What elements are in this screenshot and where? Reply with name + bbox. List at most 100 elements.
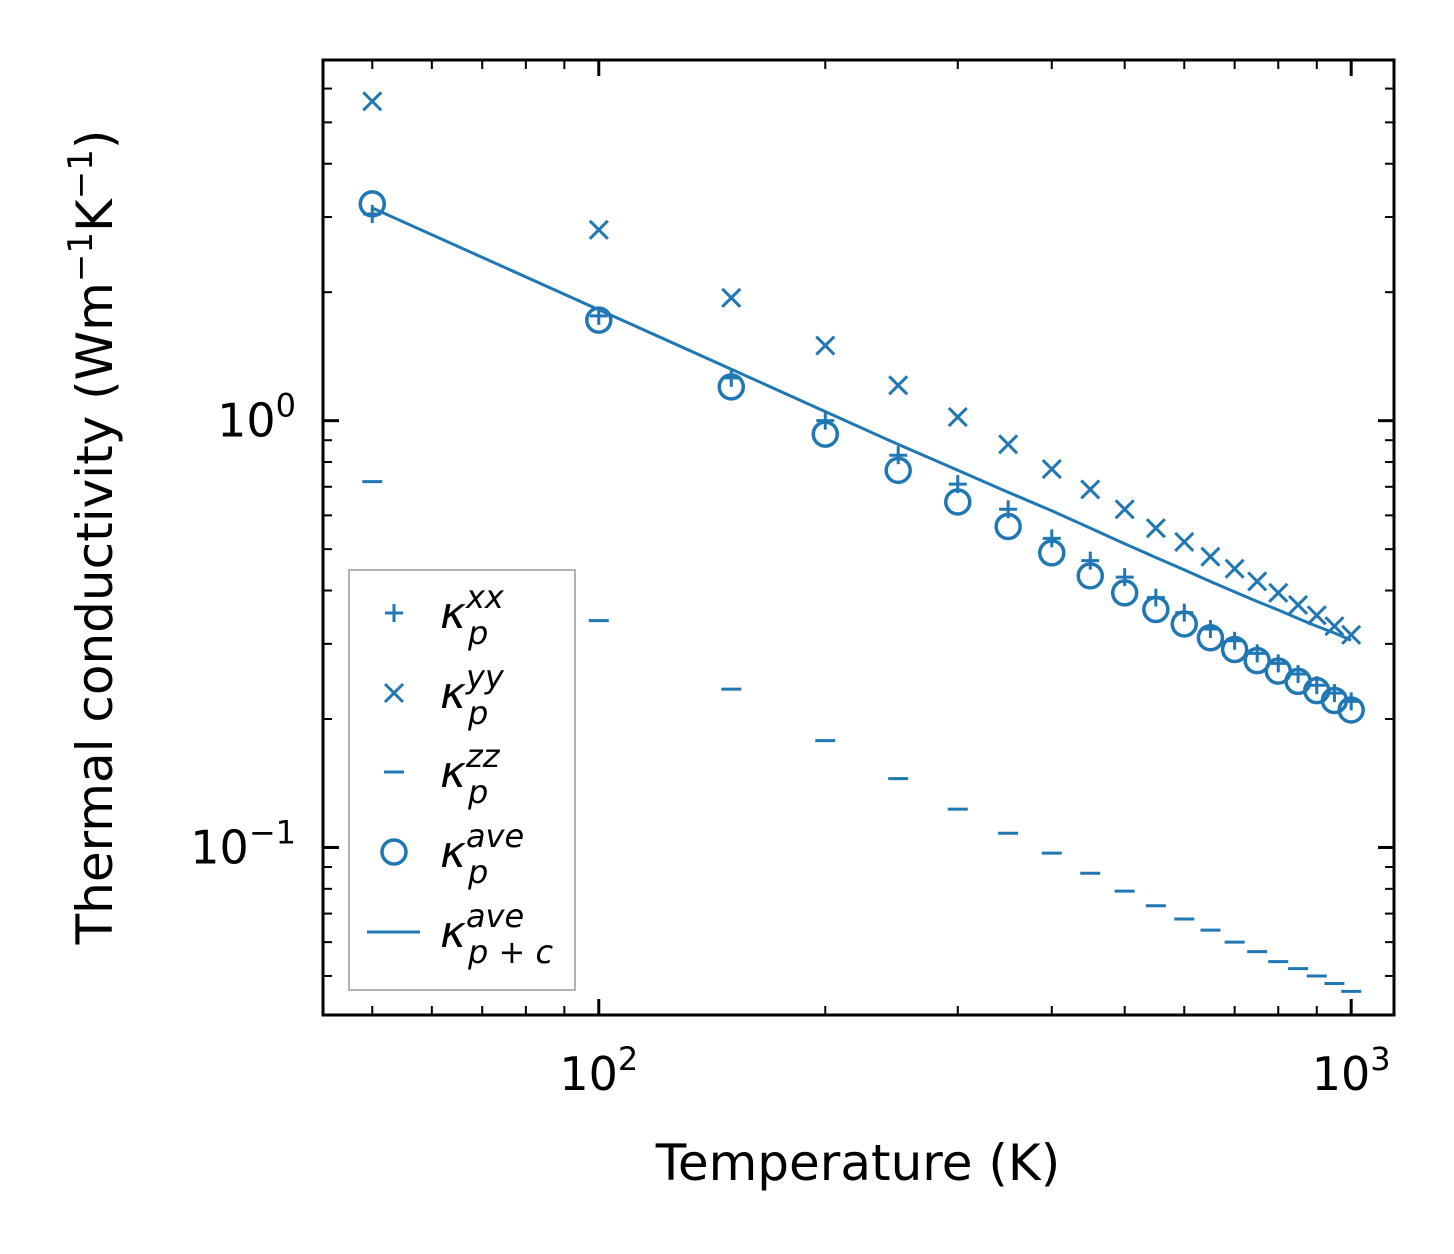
x-stroke-b — [1306, 605, 1327, 626]
x-tick-label-base: 10 — [1312, 1047, 1371, 1101]
point-kappa-ave — [1110, 579, 1139, 607]
legend-markers — [367, 604, 420, 934]
x-tick-label: 103 — [1312, 1040, 1391, 1101]
x-stroke-b — [1288, 594, 1309, 616]
y-axis-title-exp1: −1 — [61, 232, 101, 282]
x-stroke-b — [1114, 499, 1135, 520]
point-kappa-ave — [1142, 595, 1170, 624]
point-kappa-yy — [1080, 479, 1101, 500]
series-line — [371, 206, 1352, 642]
point-kappa-xx — [1042, 529, 1061, 548]
legend-label-symbol: κ — [440, 907, 466, 958]
series-hline — [362, 480, 1362, 993]
point-kappa-ave — [1337, 696, 1365, 724]
legend-marker-x — [383, 682, 405, 704]
legend-label: κave p — [440, 817, 524, 891]
legend-marker-circle — [380, 838, 408, 866]
y-tick-label-base: 10 — [217, 394, 276, 448]
y-tick-label: 10−1 — [190, 813, 296, 874]
point-kappa-yy — [588, 219, 609, 240]
x-stroke-b — [888, 375, 909, 396]
x-stroke-b — [1341, 624, 1362, 645]
point-kappa-yy — [1200, 546, 1221, 567]
series-x — [362, 91, 1362, 645]
point-kappa-yy — [362, 91, 383, 112]
series-layer — [358, 91, 1365, 993]
x-stroke-b — [1080, 479, 1101, 500]
legend-label-sub: p — [467, 773, 488, 811]
legend-label-symbol: κ — [440, 827, 466, 878]
x-stroke-b — [1174, 531, 1195, 552]
x-stroke-b — [1247, 571, 1268, 592]
legend-label-sub: p — [467, 694, 488, 732]
point-kappa-ave — [358, 190, 387, 218]
y-axis-title-end: ) — [66, 130, 124, 150]
point-kappa-ave — [1243, 646, 1271, 675]
legend-label-symbol: κ — [440, 747, 466, 798]
y-axis-title-exp2: −1 — [61, 149, 101, 199]
x-tick-label-exp: 2 — [618, 1040, 638, 1078]
legend-label-sub: p + c — [467, 933, 553, 971]
x-tick-label: 102 — [559, 1040, 638, 1101]
legend-label-symbol: κ — [440, 668, 466, 719]
x-stroke-b — [1224, 558, 1245, 579]
legend-label: κyy p — [440, 658, 505, 732]
point-kappa-yy — [1174, 531, 1195, 552]
plot-frame — [321, 58, 1396, 1017]
x-stroke-b — [947, 406, 968, 428]
legend-label-sup: yy — [465, 658, 505, 696]
line-kappa-p-plus-c-ave — [371, 206, 1352, 642]
x-tick-label-exp: 3 — [1370, 1040, 1390, 1078]
x-stroke-b — [1268, 582, 1289, 603]
x-stroke-b — [588, 219, 609, 240]
x-stroke-b — [1041, 459, 1062, 480]
legend-label-sup: zz — [465, 737, 501, 775]
x-tick-label-base: 10 — [559, 1047, 618, 1101]
point-kappa-ave — [944, 488, 972, 516]
legend-label-sup: xx — [465, 578, 505, 616]
legend-label-sub: p — [467, 853, 488, 891]
x-stroke-b — [362, 91, 383, 112]
point-kappa-ave — [811, 420, 840, 448]
x-stroke-b — [998, 434, 1019, 455]
point-kappa-ave — [717, 373, 746, 401]
x-stroke-b — [1145, 518, 1166, 539]
point-kappa-ave — [1038, 539, 1066, 567]
point-kappa-ave — [1220, 635, 1249, 664]
point-kappa-yy — [1288, 594, 1309, 616]
point-kappa-yy — [1306, 605, 1327, 626]
point-kappa-yy — [1268, 582, 1289, 603]
point-kappa-yy — [1247, 571, 1268, 592]
point-kappa-yy — [815, 335, 836, 356]
y-axis-title-base: Thermal conductivity (Wm — [66, 282, 124, 945]
point-kappa-yy — [1224, 558, 1245, 579]
point-kappa-ave — [884, 456, 912, 485]
point-kappa-yy — [1341, 624, 1362, 645]
major-ticks — [323, 60, 1394, 1015]
x-stroke-b — [721, 287, 742, 308]
y-tick-label-base: 10 — [190, 820, 249, 874]
point-kappa-xx — [1115, 568, 1134, 587]
x-stroke-b — [815, 335, 836, 356]
point-kappa-yy — [947, 406, 968, 428]
point-kappa-ave — [1076, 562, 1105, 590]
legend-label: κxx p — [440, 578, 505, 652]
y-tick-label-exp: 0 — [276, 387, 296, 425]
point-kappa-ave — [1196, 624, 1225, 652]
y-axis-title-mid: K — [66, 198, 124, 232]
point-kappa-yy — [1041, 459, 1062, 480]
x-stroke-b — [1200, 546, 1221, 567]
legend-label: κzz p — [440, 737, 501, 811]
y-tick-label-exp: −1 — [249, 813, 296, 851]
series-circle — [358, 190, 1365, 724]
y-axis-title: Thermal conductivity (Wm−1K−1) — [61, 130, 124, 946]
point-kappa-yy — [1145, 518, 1166, 539]
point-kappa-yy — [721, 287, 742, 308]
legend-marker-plus — [385, 604, 403, 622]
legend-frame — [348, 569, 576, 991]
legend-label-sub: p — [467, 614, 488, 652]
